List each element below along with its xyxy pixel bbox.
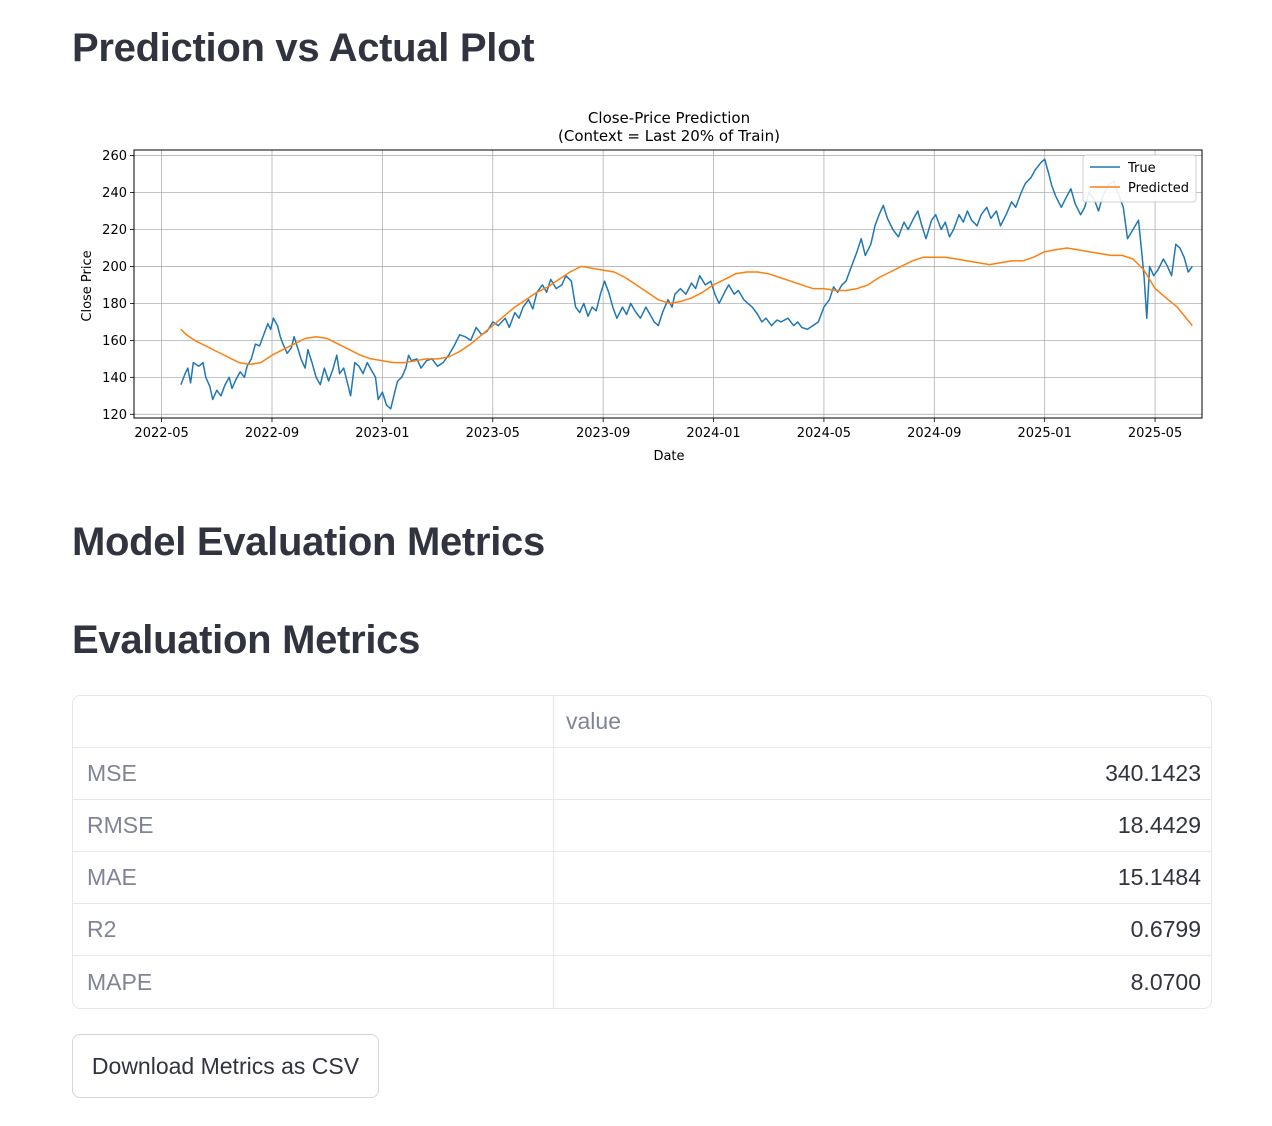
x-tick-label: 2023-01: [355, 426, 409, 441]
y-tick-label: 160: [102, 334, 127, 349]
chart-title: Close-Price Prediction: [588, 109, 750, 127]
metric-value-cell[interactable]: 340.1423: [1105, 760, 1201, 786]
y-tick-label: 260: [102, 149, 127, 164]
metric-value-cell[interactable]: 0.6799: [1130, 916, 1201, 942]
chart-frame: [133, 149, 1203, 419]
x-tick-label: 2023-09: [576, 426, 630, 441]
model-metrics-heading: Model Evaluation Metrics: [72, 520, 545, 564]
metric-name-cell: R2: [73, 904, 554, 955]
legend-predicted-label: Predicted: [1128, 181, 1189, 196]
table-row: RMSE 18.4429: [73, 800, 1211, 852]
prediction-chart: Close-Price Prediction (Context = Last 2…: [72, 100, 1212, 472]
y-tick-label: 140: [102, 371, 127, 386]
x-tick-label: 2022-09: [245, 426, 299, 441]
y-tick-label: 120: [102, 408, 127, 423]
chart-xlabel: Date: [653, 449, 684, 464]
x-tick-label: 2024-09: [907, 426, 961, 441]
x-tick-label: 2025-01: [1018, 426, 1072, 441]
table-header-row: value: [73, 696, 1211, 748]
metric-name-cell: MAE: [73, 852, 554, 903]
chart-ticks: 120 140 160 180 200 220 240 260 2022-05 2022-09 20…: [102, 149, 1182, 441]
y-tick-label: 180: [102, 297, 127, 312]
metric-value-cell[interactable]: 18.4429: [1117, 812, 1201, 838]
x-tick-label: 2025-05: [1128, 426, 1182, 441]
table-row: MSE 340.1423: [73, 748, 1211, 800]
metrics-table[interactable]: value MSE 340.1423 RMSE 18.4429 MAE 15.1…: [72, 695, 1212, 1009]
x-tick-label: 2022-05: [134, 426, 188, 441]
x-tick-label: 2024-01: [686, 426, 740, 441]
metric-name-cell: RMSE: [73, 800, 554, 851]
chart-grid: [134, 150, 1202, 418]
chart-ylabel: Close Price: [80, 250, 95, 321]
table-row: R2 0.6799: [73, 904, 1211, 956]
x-tick-label: 2024-05: [797, 426, 851, 441]
chart-legend: True Predicted: [1082, 154, 1197, 203]
x-tick-label: 2023-05: [466, 426, 520, 441]
chart-lines: [180, 158, 1193, 410]
legend-true-label: True: [1127, 161, 1156, 176]
table-row: MAE 15.1484: [73, 852, 1211, 904]
chart-subtitle: (Context = Last 20% of Train): [558, 127, 780, 145]
metric-value-cell[interactable]: 8.0700: [1130, 968, 1201, 995]
evaluation-metrics-heading: Evaluation Metrics: [72, 618, 421, 662]
index-header-cell: [73, 696, 554, 747]
y-tick-label: 220: [102, 223, 127, 238]
metric-value-cell[interactable]: 15.1484: [1117, 864, 1201, 890]
series-line-true: [180, 158, 1193, 410]
y-tick-label: 240: [102, 186, 127, 201]
chart-svg: Close-Price Prediction (Context = Last 2…: [80, 109, 1203, 464]
plot-heading: Prediction vs Actual Plot: [72, 26, 535, 70]
download-metrics-csv-button[interactable]: Download Metrics as CSV: [72, 1034, 379, 1098]
series-line-predicted: [180, 247, 1193, 366]
table-row: MAPE 8.0700: [73, 956, 1211, 1008]
metric-name-cell: MSE: [73, 748, 554, 799]
metric-name-cell: MAPE: [73, 956, 554, 1008]
y-tick-label: 200: [102, 260, 127, 275]
value-header-cell[interactable]: value: [566, 708, 621, 734]
